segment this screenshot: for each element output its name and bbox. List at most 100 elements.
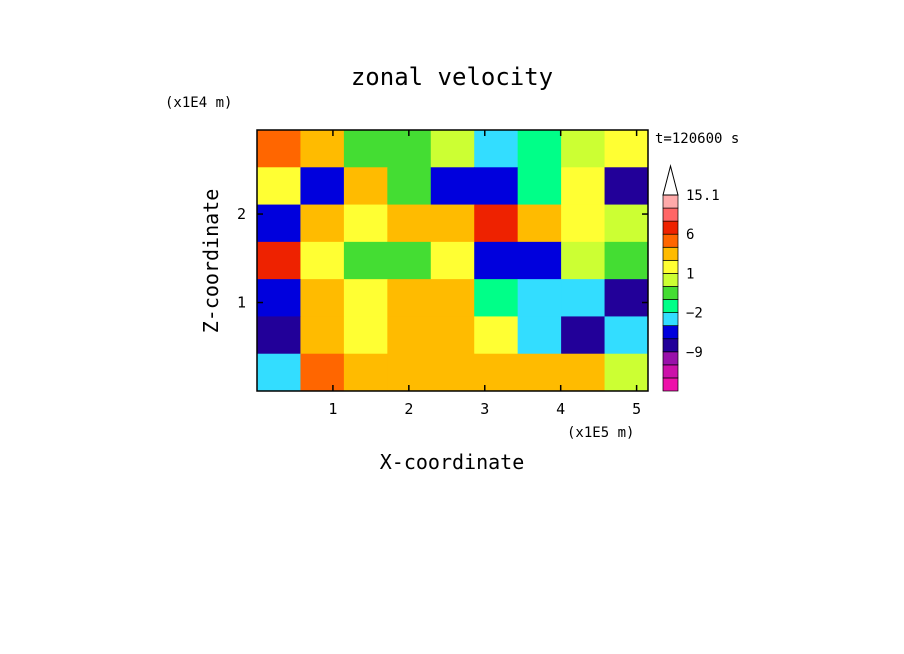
colorbar-segment — [662, 207, 679, 222]
x-unit-label: (x1E5 m) — [567, 425, 634, 441]
field-cell — [430, 130, 475, 168]
colorbar-segment — [662, 351, 679, 366]
field-cell — [343, 241, 388, 280]
field-cell — [517, 167, 562, 206]
colorbar-segment — [662, 259, 679, 274]
colorbar-extension — [662, 164, 679, 196]
colorbar: 15.1 6 1 −2 −9 — [662, 164, 720, 392]
field-cell — [561, 130, 606, 168]
field-cell — [343, 204, 388, 243]
colorbar-segment — [662, 364, 679, 379]
field-cell — [387, 279, 432, 317]
field-cell — [517, 316, 562, 355]
field-cell — [517, 130, 562, 168]
colorbar-segment — [662, 299, 679, 313]
field-cell — [474, 316, 519, 355]
y-axis-label: Z-coordinate — [199, 189, 223, 334]
colorbar-segment — [662, 220, 679, 235]
y-tick-label: 2 — [237, 205, 246, 223]
x-tick-label: 3 — [480, 400, 489, 418]
x-tick-label: 5 — [632, 400, 641, 418]
field-cell — [604, 204, 649, 243]
field-cell — [430, 279, 475, 317]
colorbar-segment — [662, 377, 679, 392]
field-cell — [604, 130, 649, 168]
velocity-field — [257, 130, 649, 392]
field-cell — [387, 130, 432, 168]
field-cell — [387, 316, 432, 355]
time-label: t=120600 s — [655, 131, 739, 147]
colorbar-segment — [662, 286, 679, 300]
field-cell — [387, 204, 432, 243]
field-cell — [561, 167, 606, 206]
field-cell — [387, 167, 432, 206]
y-tick-label: 1 — [237, 294, 246, 312]
field-cell — [561, 241, 606, 280]
field-cell — [430, 204, 475, 243]
plot-frame — [256, 129, 649, 392]
field-cell — [300, 167, 345, 206]
colorbar-label: 6 — [686, 227, 694, 243]
field-cell — [517, 241, 562, 280]
colorbar-label: −9 — [686, 345, 703, 361]
field-cell — [430, 316, 475, 355]
colorbar-segment — [662, 325, 679, 340]
field-cell — [517, 204, 562, 243]
field-cell — [604, 241, 649, 280]
x-axis-label: X-coordinate — [380, 450, 525, 474]
field-cell — [474, 279, 519, 317]
field-cell — [343, 167, 388, 206]
field-cell — [561, 316, 606, 355]
x-tick-label: 4 — [556, 400, 565, 418]
colorbar-segment — [662, 338, 679, 353]
field-cell — [604, 279, 649, 317]
colorbar-segment — [662, 273, 679, 287]
field-cell — [257, 316, 301, 355]
field-cell — [604, 353, 649, 392]
field-cell — [387, 241, 432, 280]
field-cell — [343, 279, 388, 317]
x-tick-label: 2 — [404, 400, 413, 418]
field-cell — [343, 316, 388, 355]
y-axis: 12 — [237, 205, 648, 312]
field-cell — [517, 353, 562, 392]
field-cell — [604, 316, 649, 355]
field-cell — [300, 130, 345, 168]
field-cell — [257, 241, 301, 280]
field-cell — [430, 353, 475, 392]
colorbar-segment — [662, 194, 679, 209]
field-cell — [474, 353, 519, 392]
field-cell — [300, 279, 345, 317]
field-cell — [257, 130, 301, 168]
field-cell — [257, 353, 301, 392]
colorbar-segment — [662, 233, 679, 248]
field-cell — [561, 279, 606, 317]
field-cell — [474, 241, 519, 280]
colorbar-label: 15.1 — [686, 188, 720, 204]
field-cell — [474, 130, 519, 168]
field-cell — [257, 204, 301, 243]
field-cell — [561, 353, 606, 392]
field-cell — [257, 279, 301, 317]
field-cell — [300, 316, 345, 355]
field-cell — [604, 167, 649, 206]
field-cell — [474, 167, 519, 206]
field-cell — [257, 167, 301, 206]
x-tick-label: 1 — [328, 400, 337, 418]
field-cell — [474, 204, 519, 243]
chart-title: zonal velocity — [351, 63, 553, 91]
colorbar-label: 1 — [686, 266, 694, 282]
field-cell — [300, 241, 345, 280]
colorbar-label: −2 — [686, 306, 703, 322]
colorbar-segment — [662, 246, 679, 261]
field-cell — [561, 204, 606, 243]
field-cell — [430, 167, 475, 206]
y-unit-label: (x1E4 m) — [165, 95, 232, 111]
field-cell — [300, 353, 345, 392]
field-cell — [300, 204, 345, 243]
field-cell — [343, 130, 388, 168]
field-cell — [430, 241, 475, 280]
field-cell — [517, 279, 562, 317]
x-axis: 1 2 3 4 5 — [328, 130, 641, 418]
